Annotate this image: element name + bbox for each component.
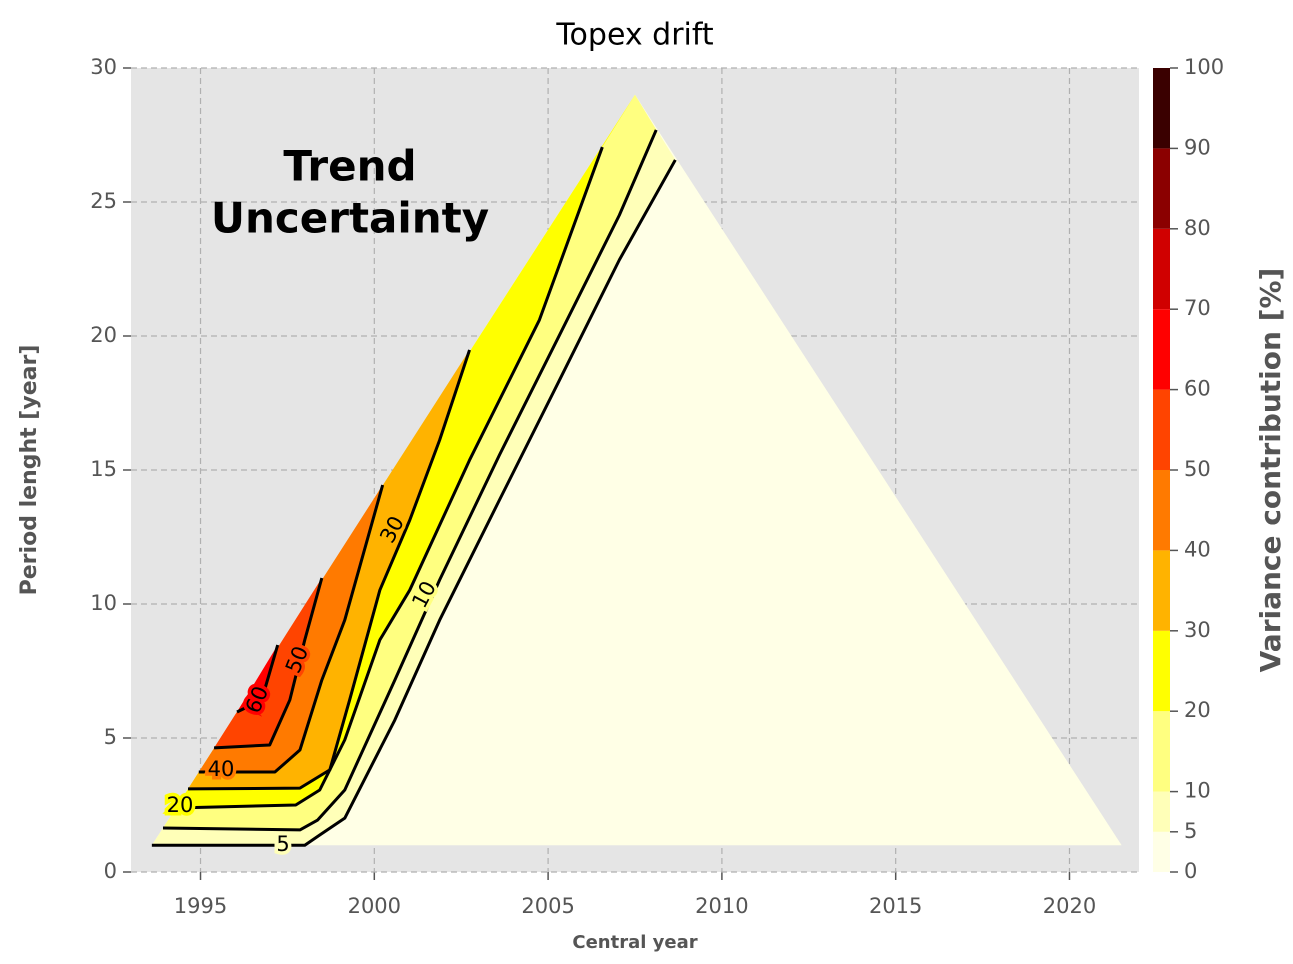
- contour-line: [162, 129, 658, 832]
- y-tick-label: 20: [90, 323, 117, 347]
- contour-line: [151, 159, 677, 847]
- colorbar-tick-label: 30: [1184, 618, 1211, 642]
- colorbar-tick-label: 0: [1184, 859, 1197, 883]
- colorbar-segment: [1153, 831, 1170, 872]
- colorbar-segment: [1153, 630, 1170, 712]
- colorbar-segment: [1153, 309, 1170, 390]
- y-tick-label: 10: [90, 591, 117, 615]
- colorbar-segment: [1153, 711, 1170, 792]
- colorbar-tick-label: 60: [1184, 377, 1211, 401]
- x-tick-label: 2010: [695, 894, 748, 918]
- x-tick-label: 2005: [521, 894, 574, 918]
- contour-fill: [237, 645, 278, 713]
- contour-label: 20: [167, 793, 194, 817]
- colorbar-segment: [1153, 791, 1170, 832]
- colorbar-tick-label: 5: [1184, 819, 1197, 843]
- x-tick-label: 2020: [1043, 894, 1096, 918]
- y-tick-label: 15: [90, 457, 117, 481]
- colorbar-tick-label: 90: [1184, 135, 1211, 159]
- contour-label: 40: [208, 757, 235, 781]
- y-tick-label: 5: [104, 725, 117, 749]
- y-axis-label: Period lenght [year]: [17, 345, 42, 596]
- contour-label: 5: [276, 832, 289, 856]
- annotation: Trend: [283, 142, 416, 191]
- x-axis-label: Central year: [572, 932, 697, 953]
- colorbar-tick-label: 20: [1184, 698, 1211, 722]
- colorbar-tick-label: 70: [1184, 296, 1211, 320]
- chart-title: Topex drift: [555, 18, 714, 53]
- colorbar-tick-label: 10: [1184, 779, 1211, 803]
- annotation: Uncertainty: [211, 194, 489, 243]
- y-tick-label: 25: [90, 189, 117, 213]
- colorbar-tick-label: 50: [1184, 457, 1211, 481]
- x-tick-label: 1995: [174, 894, 227, 918]
- contour-fill: [198, 485, 383, 773]
- colorbar-tick-label: 100: [1184, 55, 1224, 79]
- contour-line: [187, 349, 471, 791]
- x-tick-label: 2015: [869, 894, 922, 918]
- colorbar-segment: [1153, 148, 1170, 229]
- colorbar-segment: [1153, 68, 1170, 149]
- contour-line: [198, 484, 385, 774]
- y-tick-label: 30: [90, 55, 117, 79]
- colorbar-segment: [1153, 228, 1170, 310]
- y-tick-label: 0: [104, 859, 117, 883]
- colorbar-segment: [1153, 389, 1170, 470]
- colorbar-tick-label: 80: [1184, 216, 1211, 240]
- x-tick-label: 2000: [348, 894, 401, 918]
- colorbar-tick-label: 40: [1184, 537, 1211, 561]
- contour-line: [175, 146, 604, 810]
- contour-line: [236, 644, 280, 714]
- contour-line: [213, 577, 324, 750]
- colorbar-label: Variance contribution [%]: [1254, 268, 1287, 673]
- colorbar-segment: [1153, 470, 1170, 551]
- colorbar-segment: [1153, 550, 1170, 631]
